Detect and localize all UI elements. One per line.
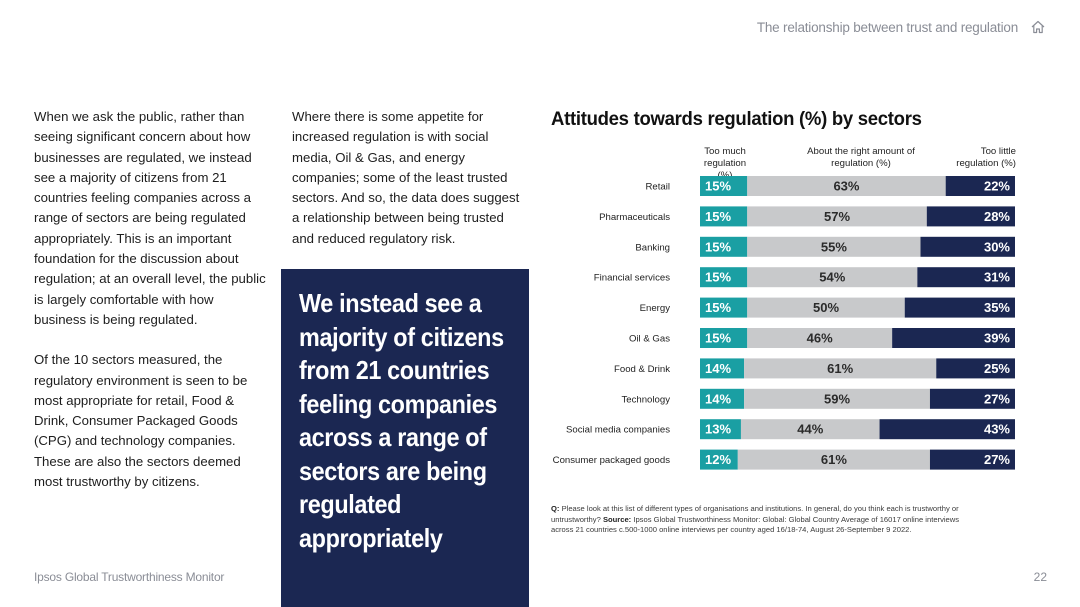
- bar-segment: [926, 206, 1015, 227]
- footnote-source: Ipsos Global Trustworthiness Monitor: Gl…: [551, 514, 960, 535]
- data-label: 14%: [705, 361, 731, 376]
- bar-segment: [700, 267, 748, 288]
- category-label: Consumer packaged goods: [553, 455, 671, 466]
- data-label: 39%: [984, 331, 1010, 346]
- data-label: 55%: [821, 239, 847, 254]
- bar-segment: [747, 297, 905, 318]
- data-label: 15%: [705, 270, 731, 285]
- bar-segment: [700, 176, 748, 196]
- header-title: The relationship between trust and regul…: [756, 20, 1018, 35]
- data-label: 13%: [705, 422, 731, 437]
- data-label: 31%: [984, 270, 1010, 285]
- bar-segment: [747, 236, 921, 257]
- data-label: 50%: [813, 300, 839, 315]
- data-label: 61%: [821, 452, 847, 467]
- category-label: Technology: [621, 394, 670, 405]
- stacked-bar-chart: Retail 15% 63% 22% Pharmaceuticals 15% 57% 28% B…: [553, 176, 1015, 470]
- bar-segment: [740, 419, 880, 440]
- data-label: 15%: [705, 300, 731, 315]
- data-label: 46%: [807, 331, 833, 346]
- column-header-about-right: About the right amount of regulation (%): [807, 146, 915, 169]
- bar-segment: [747, 267, 918, 288]
- bar-segment: [920, 236, 1015, 257]
- bar-segment: [879, 419, 1015, 440]
- bar-segment: [892, 328, 1015, 348]
- bar-segment: [700, 358, 745, 379]
- bar-segment: [945, 176, 1015, 196]
- chart-title: Attitudes towards regulation (%) by sect…: [551, 108, 922, 130]
- category-label: Social media companies: [566, 425, 670, 436]
- data-label: 57%: [824, 209, 850, 224]
- bar-segment: [737, 449, 930, 470]
- bar-segment: [936, 358, 1015, 379]
- bar-segment: [700, 297, 748, 318]
- middle-text-column: Where there is some appetite for increas…: [292, 107, 528, 269]
- data-label: 22%: [984, 179, 1010, 194]
- data-label: 14%: [705, 391, 731, 406]
- category-label: Pharmaceuticals: [599, 212, 670, 223]
- data-label: 15%: [705, 239, 731, 254]
- bar-segment: [747, 328, 893, 348]
- bar-segment: [744, 388, 930, 409]
- bar-segment: [747, 176, 946, 196]
- data-label: 54%: [819, 270, 845, 285]
- footnote-q-label: Q:: [551, 504, 560, 513]
- footnote-question: Please look at this list of different ty…: [551, 504, 959, 524]
- bar-segment: [904, 297, 1015, 318]
- category-label: Financial services: [594, 273, 670, 284]
- bar-segment: [929, 449, 1015, 470]
- bar-segment: [700, 206, 748, 227]
- bar-segment: [917, 267, 1015, 288]
- left-text-column: When we ask the public, rather than seei…: [34, 107, 268, 512]
- footer-brand: Ipsos Global Trustworthiness Monitor: [34, 570, 225, 584]
- footnote-source-label: Source:: [602, 514, 632, 524]
- data-label: 25%: [984, 361, 1010, 376]
- data-label: 59%: [824, 391, 850, 406]
- page-number: 22: [1033, 570, 1047, 584]
- column-header-too-little: Too little regulation (%): [956, 146, 1016, 169]
- data-label: 27%: [984, 391, 1010, 406]
- left-paragraph-1: When we ask the public, rather than seei…: [34, 109, 266, 327]
- bar-segment: [700, 388, 745, 409]
- data-label: 35%: [984, 300, 1010, 315]
- callout-text: We instead see a majority of citizens fr…: [299, 288, 504, 553]
- category-label: Retail: [645, 182, 670, 193]
- category-label: Oil & Gas: [629, 334, 670, 345]
- data-label: 30%: [984, 239, 1010, 254]
- bar-segment: [700, 236, 748, 257]
- home-icon[interactable]: [1030, 19, 1046, 35]
- data-label: 61%: [827, 361, 853, 376]
- footnote: Q: Please look at this list of different…: [551, 504, 971, 536]
- bar-segment: [700, 328, 748, 348]
- data-label: 12%: [705, 452, 731, 467]
- bar-segment: [747, 206, 927, 227]
- middle-paragraph-1: Where there is some appetite for increas…: [292, 109, 520, 246]
- data-label: 15%: [705, 179, 731, 194]
- category-label: Energy: [640, 303, 671, 314]
- callout-box: We instead see a majority of citizens fr…: [281, 269, 529, 607]
- left-paragraph-2: Of the 10 sectors measured, the regulato…: [34, 352, 248, 490]
- category-label: Banking: [635, 242, 670, 253]
- data-label: 63%: [833, 179, 859, 194]
- data-label: 15%: [705, 209, 731, 224]
- data-label: 28%: [984, 209, 1010, 224]
- data-label: 27%: [984, 452, 1010, 467]
- bar-segment: [744, 358, 937, 379]
- data-label: 44%: [797, 422, 823, 437]
- column-header-too-much: Too much regulation (%): [703, 146, 747, 181]
- bar-segment: [700, 449, 738, 470]
- bar-segment: [700, 419, 741, 440]
- data-label: 43%: [984, 422, 1010, 437]
- category-label: Food & Drink: [614, 364, 670, 375]
- data-label: 15%: [705, 331, 731, 346]
- bar-segment: [929, 388, 1015, 409]
